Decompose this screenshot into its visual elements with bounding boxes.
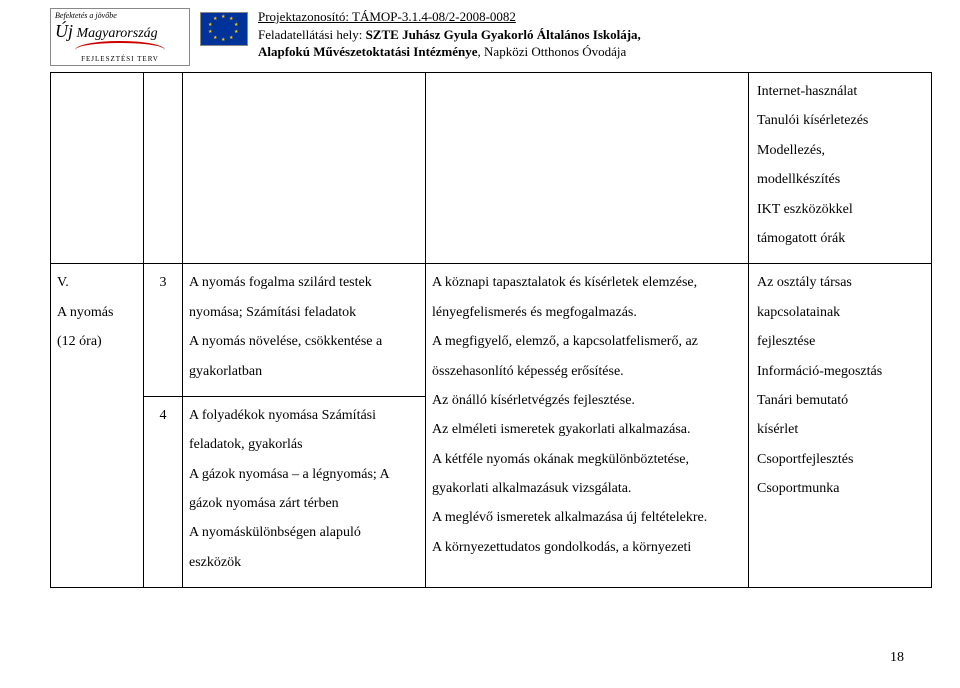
header-line2-label: Feladatellátási hely: <box>258 27 366 42</box>
cell-content: A folyadékok nyomása Számítási feladatok… <box>183 396 426 587</box>
logo-tagline: Befektetés a jövőbe <box>55 11 117 20</box>
project-id: Projektazonosító: TÁMOP-3.1.4-08/2-2008-… <box>258 8 910 26</box>
text: Csoportfejlesztés <box>757 445 925 474</box>
text: Tanulói kísérletezés <box>757 106 925 135</box>
text: Az elméleti ismeretek gyakorlati alkalma… <box>432 415 742 444</box>
text: A nyomáskülönbségen alapuló <box>189 518 419 547</box>
text: eszközök <box>189 548 419 577</box>
project-logo: Befektetés a jövőbe Új Magyarország FEJL… <box>50 8 190 66</box>
text: A környezettudatos gondolkodás, a környe… <box>432 533 742 562</box>
header-line3-end: Otthonos Óvodája <box>531 44 626 59</box>
cell-empty <box>144 73 183 264</box>
text: lényegfelismerés és megfogalmazás. <box>432 298 742 327</box>
header-line2-bold: SZTE Juhász Gyula Gyakorló Általános Isk… <box>366 27 641 42</box>
cell-empty <box>183 73 426 264</box>
text: A gázok nyomása – a légnyomás; A <box>189 460 419 489</box>
text: Az osztály társas <box>757 268 925 297</box>
header-line3-mid: , Napközi <box>478 44 532 59</box>
cell-content: A nyomás fogalma szilárd testek nyomása;… <box>183 264 426 397</box>
text: Internet-használat <box>757 77 925 106</box>
header-line-3: Alapfokú Művészetoktatási Intézménye, Na… <box>258 43 910 61</box>
text: gázok nyomása zárt térben <box>189 489 419 518</box>
text: A köznapi tapasztalatok és kísérletek el… <box>432 268 742 297</box>
text: Tanári bemutató <box>757 386 925 415</box>
logo-title-2: Magyarország <box>77 26 158 41</box>
header-line3-bold: Alapfokú Művészetoktatási Intézménye <box>258 44 478 59</box>
text: kísérlet <box>757 415 925 444</box>
text: fejlesztése <box>757 327 925 356</box>
cell-topic: V. A nyomás (12 óra) <box>51 264 144 588</box>
text: A megfigyelő, elemző, a kapcsolatfelisme… <box>432 327 742 356</box>
cell-lesson-num: 3 <box>144 264 183 397</box>
text: gyakorlati alkalmazásuk vizsgálata. <box>432 474 742 503</box>
topic-hours: (12 óra) <box>57 327 137 356</box>
cell-lesson-num: 4 <box>144 396 183 587</box>
curriculum-table: Internet-használat Tanulói kísérletezés … <box>50 72 932 588</box>
document-header: Befektetés a jövőbe Új Magyarország FEJL… <box>50 8 910 66</box>
text: támogatott órák <box>757 224 925 253</box>
page-number: 18 <box>890 650 904 666</box>
cell-methods-cont: Internet-használat Tanulói kísérletezés … <box>749 73 932 264</box>
text: nyomása; Számítási feladatok <box>189 298 419 327</box>
header-text-block: Projektazonosító: TÁMOP-3.1.4-08/2-2008-… <box>258 8 910 61</box>
text: kapcsolatainak <box>757 298 925 327</box>
text: összehasonlító képesség erősítése. <box>432 357 742 386</box>
cell-empty <box>426 73 749 264</box>
eu-flag-icon: ★ ★ ★ ★ ★ ★ ★ ★ ★ ★ <box>200 12 248 46</box>
table-row: Internet-használat Tanulói kísérletezés … <box>51 73 932 264</box>
text: IKT eszközökkel <box>757 195 925 224</box>
cell-methods: Az osztály társas kapcsolatainak fejlesz… <box>749 264 932 588</box>
table-row: V. A nyomás (12 óra) 3 A nyomás fogalma … <box>51 264 932 397</box>
text: A meglévő ismeretek alkalmazása új felté… <box>432 503 742 532</box>
logo-title: Új Magyarország <box>55 22 185 41</box>
text: Információ-megosztás <box>757 357 925 386</box>
text: modellkészítés <box>757 165 925 194</box>
topic-num: V. <box>57 268 137 297</box>
logo-title-1: Új <box>55 21 73 41</box>
text: A kétféle nyomás okának megkülönböztetés… <box>432 445 742 474</box>
topic-title: A nyomás <box>57 298 137 327</box>
logo-subtitle: FEJLESZTÉSI TERV <box>81 55 159 63</box>
header-line-2: Feladatellátási hely: SZTE Juhász Gyula … <box>258 26 910 44</box>
text: feladatok, gyakorlás <box>189 430 419 459</box>
text: gyakorlatban <box>189 357 419 386</box>
logo-arc-icon <box>75 41 165 53</box>
text: Modellezés, <box>757 136 925 165</box>
text: A folyadékok nyomása Számítási <box>189 401 419 430</box>
text: Csoportmunka <box>757 474 925 503</box>
cell-empty <box>51 73 144 264</box>
text: A nyomás növelése, csökkentése a <box>189 327 419 356</box>
text: Az önálló kísérletvégzés fejlesztése. <box>432 386 742 415</box>
text: A nyomás fogalma szilárd testek <box>189 268 419 297</box>
cell-goals: A köznapi tapasztalatok és kísérletek el… <box>426 264 749 588</box>
